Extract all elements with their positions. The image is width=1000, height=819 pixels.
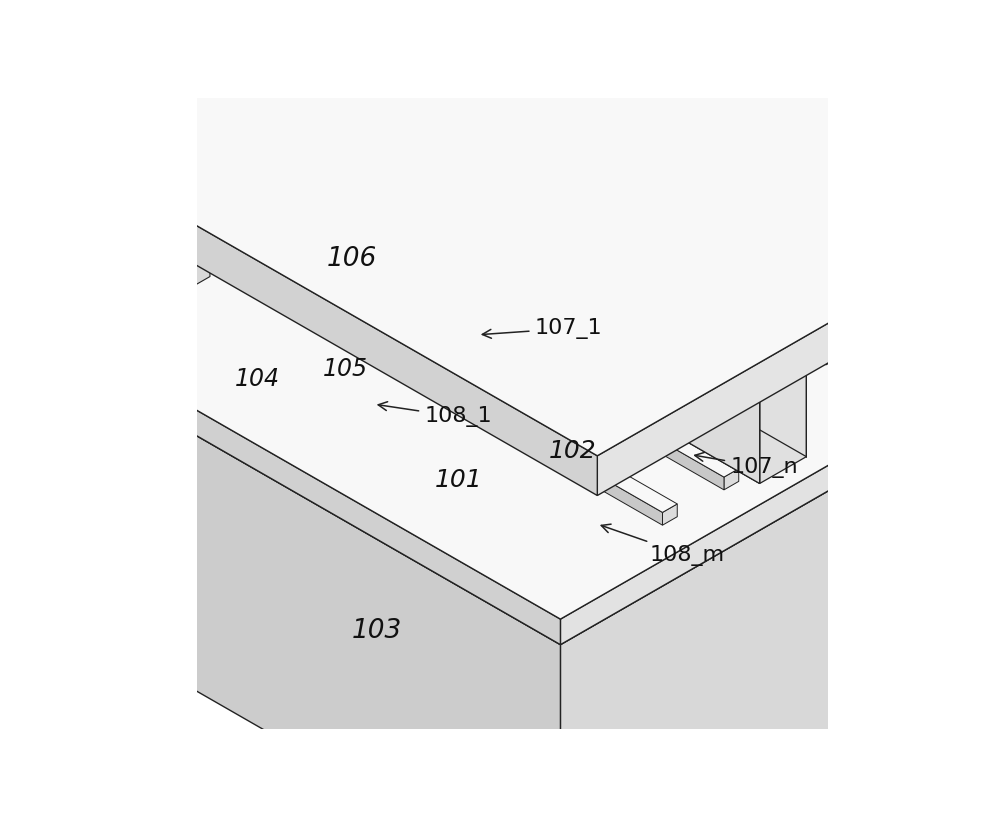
Polygon shape [350, 124, 401, 278]
Text: 107_1: 107_1 [482, 318, 602, 339]
Polygon shape [653, 274, 704, 398]
Polygon shape [401, 183, 452, 307]
Polygon shape [704, 274, 755, 428]
Polygon shape [69, 337, 560, 645]
Polygon shape [724, 468, 739, 490]
Polygon shape [632, 230, 666, 273]
Text: 108_1: 108_1 [378, 402, 492, 428]
Polygon shape [597, 201, 1000, 495]
Polygon shape [32, 0, 1000, 456]
Polygon shape [330, 180, 785, 455]
Polygon shape [550, 186, 601, 310]
Polygon shape [712, 254, 785, 296]
Polygon shape [298, 124, 350, 248]
Polygon shape [269, 215, 724, 490]
Polygon shape [555, 242, 606, 396]
Polygon shape [448, 156, 499, 280]
Polygon shape [550, 215, 601, 339]
Text: 108_m: 108_m [601, 524, 725, 566]
Polygon shape [503, 213, 555, 337]
Polygon shape [601, 215, 653, 369]
Polygon shape [81, 235, 210, 309]
Polygon shape [555, 242, 606, 396]
Polygon shape [69, 362, 560, 819]
Text: 107_n: 107_n [695, 452, 798, 477]
Polygon shape [401, 154, 452, 278]
Polygon shape [499, 156, 550, 310]
Polygon shape [506, 136, 546, 181]
Polygon shape [746, 274, 785, 319]
Polygon shape [472, 116, 546, 159]
Polygon shape [32, 131, 597, 495]
Polygon shape [503, 242, 555, 366]
Polygon shape [792, 323, 826, 364]
Polygon shape [330, 172, 800, 441]
Polygon shape [396, 97, 448, 251]
Polygon shape [345, 68, 396, 192]
Polygon shape [632, 208, 706, 251]
Polygon shape [826, 319, 865, 364]
Polygon shape [81, 298, 99, 340]
Polygon shape [657, 301, 708, 454]
Text: 102: 102 [549, 440, 596, 464]
Text: 105: 105 [323, 357, 368, 382]
Polygon shape [662, 504, 677, 525]
Polygon shape [396, 97, 448, 251]
Polygon shape [99, 246, 210, 340]
Polygon shape [560, 393, 954, 645]
Polygon shape [298, 95, 760, 483]
Polygon shape [448, 127, 499, 251]
Polygon shape [472, 138, 506, 181]
Polygon shape [653, 245, 704, 369]
Polygon shape [69, 111, 954, 619]
Polygon shape [657, 301, 708, 454]
Polygon shape [269, 207, 739, 477]
Polygon shape [708, 360, 760, 483]
Polygon shape [350, 124, 401, 278]
Polygon shape [345, 97, 396, 221]
Text: 106: 106 [327, 246, 377, 272]
Polygon shape [601, 215, 653, 369]
Text: 104: 104 [235, 367, 280, 391]
Polygon shape [552, 184, 586, 227]
Polygon shape [207, 251, 662, 525]
Polygon shape [499, 156, 550, 310]
Polygon shape [606, 301, 657, 424]
Polygon shape [298, 68, 806, 360]
Polygon shape [298, 95, 350, 219]
Polygon shape [452, 183, 503, 337]
Polygon shape [708, 331, 760, 454]
Polygon shape [207, 242, 677, 513]
Polygon shape [298, 95, 760, 483]
Polygon shape [69, 136, 954, 645]
Polygon shape [760, 333, 806, 483]
Polygon shape [792, 300, 865, 342]
Polygon shape [606, 272, 657, 396]
Polygon shape [712, 277, 746, 319]
Text: 101: 101 [435, 468, 483, 492]
Polygon shape [666, 228, 706, 273]
Polygon shape [755, 333, 806, 457]
Polygon shape [586, 182, 626, 227]
Polygon shape [452, 183, 503, 337]
Polygon shape [552, 162, 626, 205]
Polygon shape [560, 419, 954, 819]
Polygon shape [298, 68, 806, 360]
Polygon shape [785, 433, 800, 455]
Text: 103: 103 [352, 618, 402, 645]
Polygon shape [704, 274, 755, 428]
Polygon shape [755, 304, 806, 428]
